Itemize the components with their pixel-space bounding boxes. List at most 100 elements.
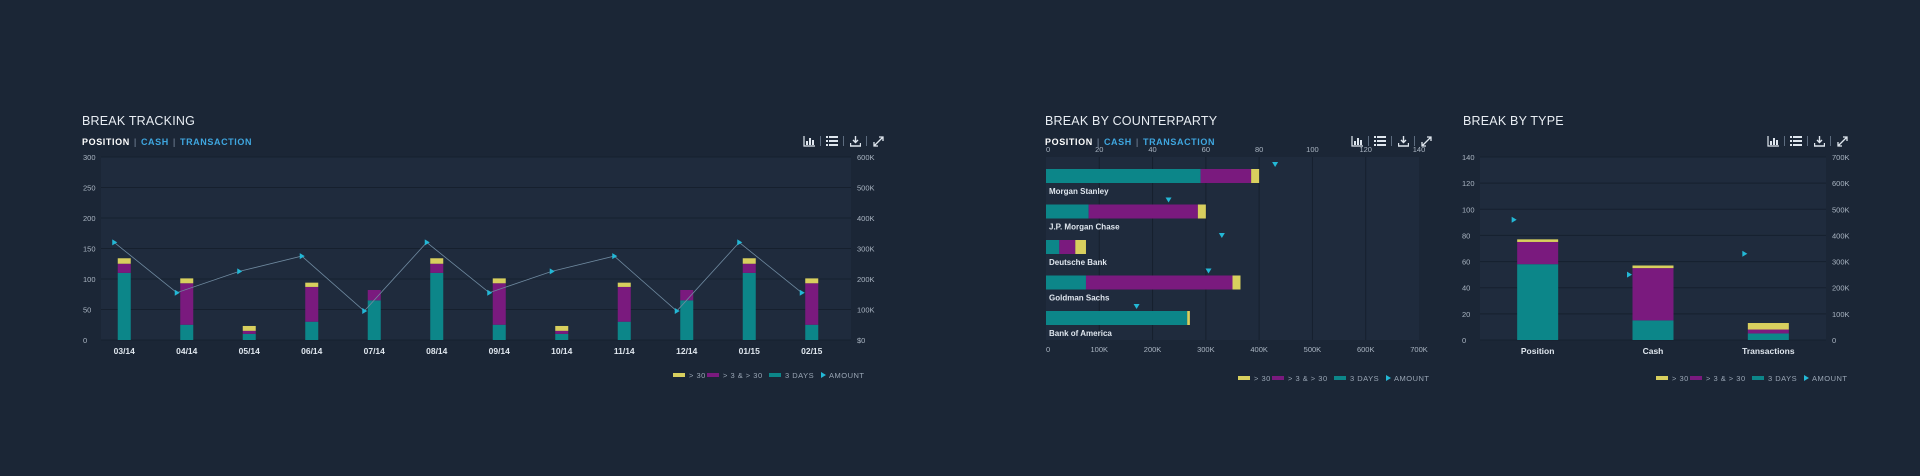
list-icon[interactable] bbox=[1789, 134, 1803, 148]
bar-segment bbox=[492, 283, 506, 325]
download-icon[interactable] bbox=[1812, 134, 1826, 148]
legend-label: > 3 & > 30 bbox=[1706, 374, 1746, 383]
bar-segment bbox=[305, 282, 319, 287]
y-right-tick-label: 400K bbox=[857, 214, 875, 223]
plot-area bbox=[1046, 157, 1419, 340]
bar-segment bbox=[242, 325, 256, 331]
bar-chart-icon[interactable] bbox=[1350, 134, 1364, 148]
y-right-tick-label: 100K bbox=[857, 306, 875, 315]
x-bottom-tick-label: 400K bbox=[1250, 345, 1268, 354]
x-tick-label: Position bbox=[1521, 346, 1555, 356]
tab-transaction[interactable]: TRANSACTION bbox=[1142, 137, 1216, 147]
tab-transaction[interactable]: TRANSACTION bbox=[179, 137, 253, 147]
y-tick-label: 100 bbox=[1462, 205, 1475, 214]
x-top-tick-label: 60 bbox=[1202, 145, 1210, 154]
amount-marker bbox=[237, 268, 243, 275]
amount-marker bbox=[174, 289, 180, 296]
y-tick-label: 300 bbox=[83, 153, 96, 162]
tab-cash[interactable]: CASH bbox=[140, 137, 169, 147]
x-top-tick-label: 20 bbox=[1095, 145, 1103, 154]
bar-segment bbox=[680, 300, 694, 340]
download-icon[interactable] bbox=[1396, 134, 1410, 148]
x-top-tick-label: 100 bbox=[1306, 145, 1319, 154]
legend-item: > 30 bbox=[1238, 374, 1270, 383]
toolbar-divider bbox=[820, 136, 821, 146]
bar-segment bbox=[617, 282, 631, 287]
x-bottom-tick-label: 300K bbox=[1197, 345, 1215, 354]
bar-segment bbox=[117, 258, 131, 264]
toolbar-divider bbox=[1414, 136, 1415, 146]
amount-marker bbox=[674, 308, 680, 315]
amount-marker bbox=[487, 289, 493, 296]
legend-swatch bbox=[1690, 376, 1702, 380]
bar-segment bbox=[1200, 169, 1252, 183]
y-right-tick-label: 700K bbox=[1832, 153, 1850, 162]
break-tracking-chart: 300 250 200 150 100 50 0 600K 500K 400K 300K 200K 10… bbox=[83, 153, 875, 380]
bar-segment bbox=[305, 286, 319, 322]
list-icon[interactable] bbox=[825, 134, 839, 148]
amount-marker bbox=[1218, 233, 1225, 238]
bar-segment bbox=[555, 325, 569, 331]
legend-item: 3 DAYS bbox=[1334, 374, 1379, 383]
toolbar-divider bbox=[1391, 136, 1392, 146]
amount-marker bbox=[1742, 250, 1748, 257]
x-tick-label: Cash bbox=[1643, 346, 1664, 356]
expand-icon[interactable] bbox=[871, 134, 885, 148]
x-top-tick-label: 80 bbox=[1255, 145, 1263, 154]
x-tick-label: 12/14 bbox=[676, 346, 698, 356]
bar-segment bbox=[742, 258, 756, 264]
tab-position[interactable]: POSITION bbox=[82, 137, 130, 147]
bar-segment bbox=[1632, 265, 1674, 269]
x-bottom-tick-label: 600K bbox=[1357, 345, 1375, 354]
toolbar-divider bbox=[1830, 136, 1831, 146]
tab-position[interactable]: POSITION bbox=[1045, 137, 1093, 147]
chart-toolbar bbox=[1350, 134, 1433, 148]
legend-item: AMOUNT bbox=[1386, 374, 1429, 383]
x-tick-label: 03/14 bbox=[114, 346, 136, 356]
bar-segment bbox=[1632, 268, 1674, 321]
expand-icon[interactable] bbox=[1835, 134, 1849, 148]
bar-segment bbox=[430, 272, 444, 340]
legend-swatch bbox=[821, 372, 826, 378]
legend-label: 3 DAYS bbox=[1768, 374, 1797, 383]
bar-segment bbox=[117, 263, 131, 273]
category-label: Morgan Stanley bbox=[1049, 187, 1109, 196]
tab-divider: | bbox=[1135, 137, 1139, 147]
bar-segment bbox=[1046, 275, 1086, 290]
list-icon[interactable] bbox=[1373, 134, 1387, 148]
panel-title: BREAK TRACKING bbox=[82, 114, 196, 128]
bar-segment bbox=[1046, 240, 1060, 254]
y-right-tick-label: 100K bbox=[1832, 310, 1850, 319]
y-tick-label: 120 bbox=[1462, 179, 1475, 188]
x-bottom-tick-label: 200K bbox=[1144, 345, 1162, 354]
y-tick-label: 200 bbox=[83, 214, 96, 223]
legend-swatch bbox=[1334, 376, 1346, 380]
toolbar-divider bbox=[866, 136, 867, 146]
x-bottom-tick-label: 700K bbox=[1410, 345, 1428, 354]
bar-chart-icon[interactable] bbox=[1766, 134, 1780, 148]
y-tick-label: 100 bbox=[83, 275, 96, 284]
y-tick-label: 0 bbox=[83, 336, 87, 345]
expand-icon[interactable] bbox=[1419, 134, 1433, 148]
bar-segment bbox=[492, 324, 506, 340]
panel-title: BREAK BY TYPE bbox=[1463, 114, 1564, 128]
legend-item: AMOUNT bbox=[1804, 374, 1848, 383]
tab-cash[interactable]: CASH bbox=[1103, 137, 1132, 147]
bar-segment bbox=[1059, 240, 1076, 254]
legend-label: AMOUNT bbox=[1812, 374, 1848, 383]
y-tick-label: 140 bbox=[1462, 153, 1475, 162]
legend-item: > 3 & > 30 bbox=[1272, 374, 1327, 383]
toolbar-divider bbox=[1807, 136, 1808, 146]
amount-marker bbox=[299, 253, 305, 260]
bar-segment bbox=[742, 272, 756, 340]
panel-title: BREAK BY COUNTERPARTY bbox=[1045, 114, 1218, 128]
tab-divider: | bbox=[172, 137, 176, 147]
legend-label: > 30 bbox=[1672, 374, 1689, 383]
x-tick-label: 10/14 bbox=[551, 346, 573, 356]
bar-segment bbox=[1232, 275, 1241, 290]
bar-segment bbox=[117, 272, 131, 340]
bar-segment bbox=[242, 330, 256, 334]
bar-segment bbox=[180, 283, 194, 325]
bar-chart-icon[interactable] bbox=[802, 134, 816, 148]
download-icon[interactable] bbox=[848, 134, 862, 148]
